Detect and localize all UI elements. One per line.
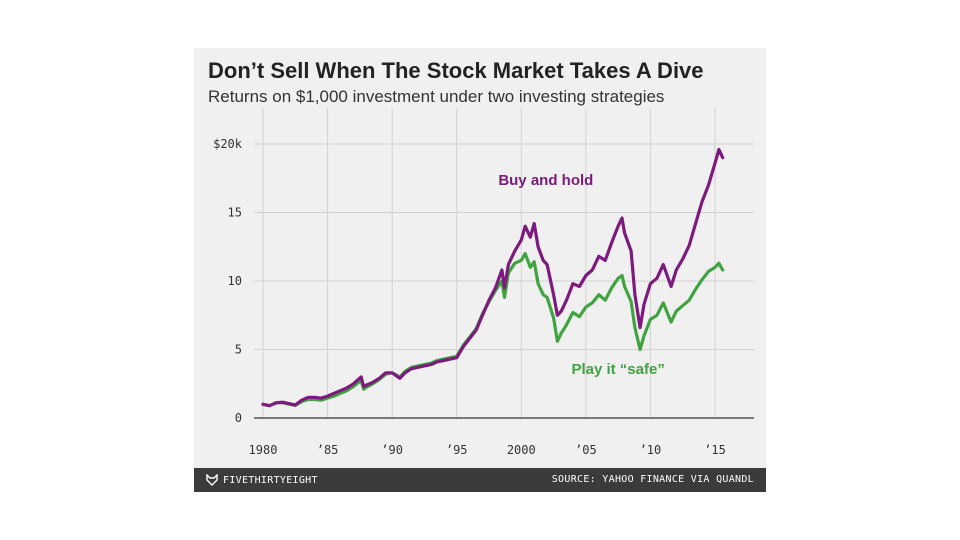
- x-tick-label: ’90: [381, 443, 403, 457]
- grid-lines: [254, 108, 754, 418]
- series-lines: [261, 147, 725, 408]
- y-tick-label: 0: [235, 411, 242, 425]
- y-tick-label: 10: [228, 274, 242, 288]
- x-tick-label: ’15: [704, 443, 726, 457]
- x-tick-label: ’95: [446, 443, 468, 457]
- x-tick-label: ’10: [640, 443, 662, 457]
- x-tick-label: 2000: [507, 443, 536, 457]
- chart-title: Don’t Sell When The Stock Market Takes A…: [208, 58, 704, 83]
- fox-logo-icon: [206, 474, 218, 486]
- y-tick-label: $20k: [213, 137, 243, 151]
- line-chart: 0 5 10 15 $20k 1980 ’85 ’90 ’95 2000 ’05 ’10 ’15 Buy…: [213, 108, 754, 457]
- series-labels: Buy and hold Play it “safe”: [498, 172, 665, 378]
- x-tick-label: ’85: [317, 443, 339, 457]
- series-label-1: Play it “safe”: [571, 361, 664, 378]
- chart-card: Don’t Sell When The Stock Market Takes A…: [194, 48, 766, 492]
- x-tick-label: 1980: [249, 443, 278, 457]
- brand: FIVETHIRTYEIGHT: [206, 473, 318, 487]
- chart-subtitle: Returns on $1,000 investment under two i…: [208, 87, 665, 106]
- source-note: SOURCE: YAHOO FINANCE VIA QUANDL: [551, 474, 754, 485]
- brand-label: FIVETHIRTYEIGHT: [223, 474, 318, 486]
- series-line-1: [261, 252, 725, 408]
- y-tick-label: 5: [235, 343, 242, 357]
- axes: 0 5 10 15 $20k 1980 ’85 ’90 ’95 2000 ’05 ’10 ’15: [213, 137, 754, 457]
- footer-bar: FIVETHIRTYEIGHT SOURCE: YAHOO FINANCE VI…: [194, 468, 766, 492]
- series-label-0: Buy and hold: [498, 172, 593, 189]
- series-line-0: [261, 147, 725, 408]
- y-tick-label: 15: [228, 206, 242, 220]
- x-tick-label: ’05: [575, 443, 597, 457]
